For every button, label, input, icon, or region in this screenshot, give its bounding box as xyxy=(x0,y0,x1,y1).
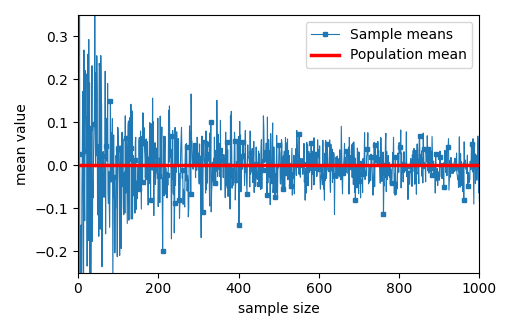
Sample means xyxy=(476,200,482,204)
Sample means xyxy=(253,184,259,188)
Sample means xyxy=(238,157,244,161)
Sample means xyxy=(352,190,358,194)
Population mean xyxy=(75,164,81,167)
Legend: Sample means, Population mean: Sample means, Population mean xyxy=(306,22,473,68)
Sample means xyxy=(389,178,395,182)
Line: Sample means: Sample means xyxy=(76,0,481,331)
X-axis label: sample size: sample size xyxy=(238,302,319,316)
Y-axis label: mean value: mean value xyxy=(15,103,29,185)
Sample means xyxy=(117,144,123,148)
Population mean xyxy=(75,164,81,167)
Sample means xyxy=(396,141,402,145)
